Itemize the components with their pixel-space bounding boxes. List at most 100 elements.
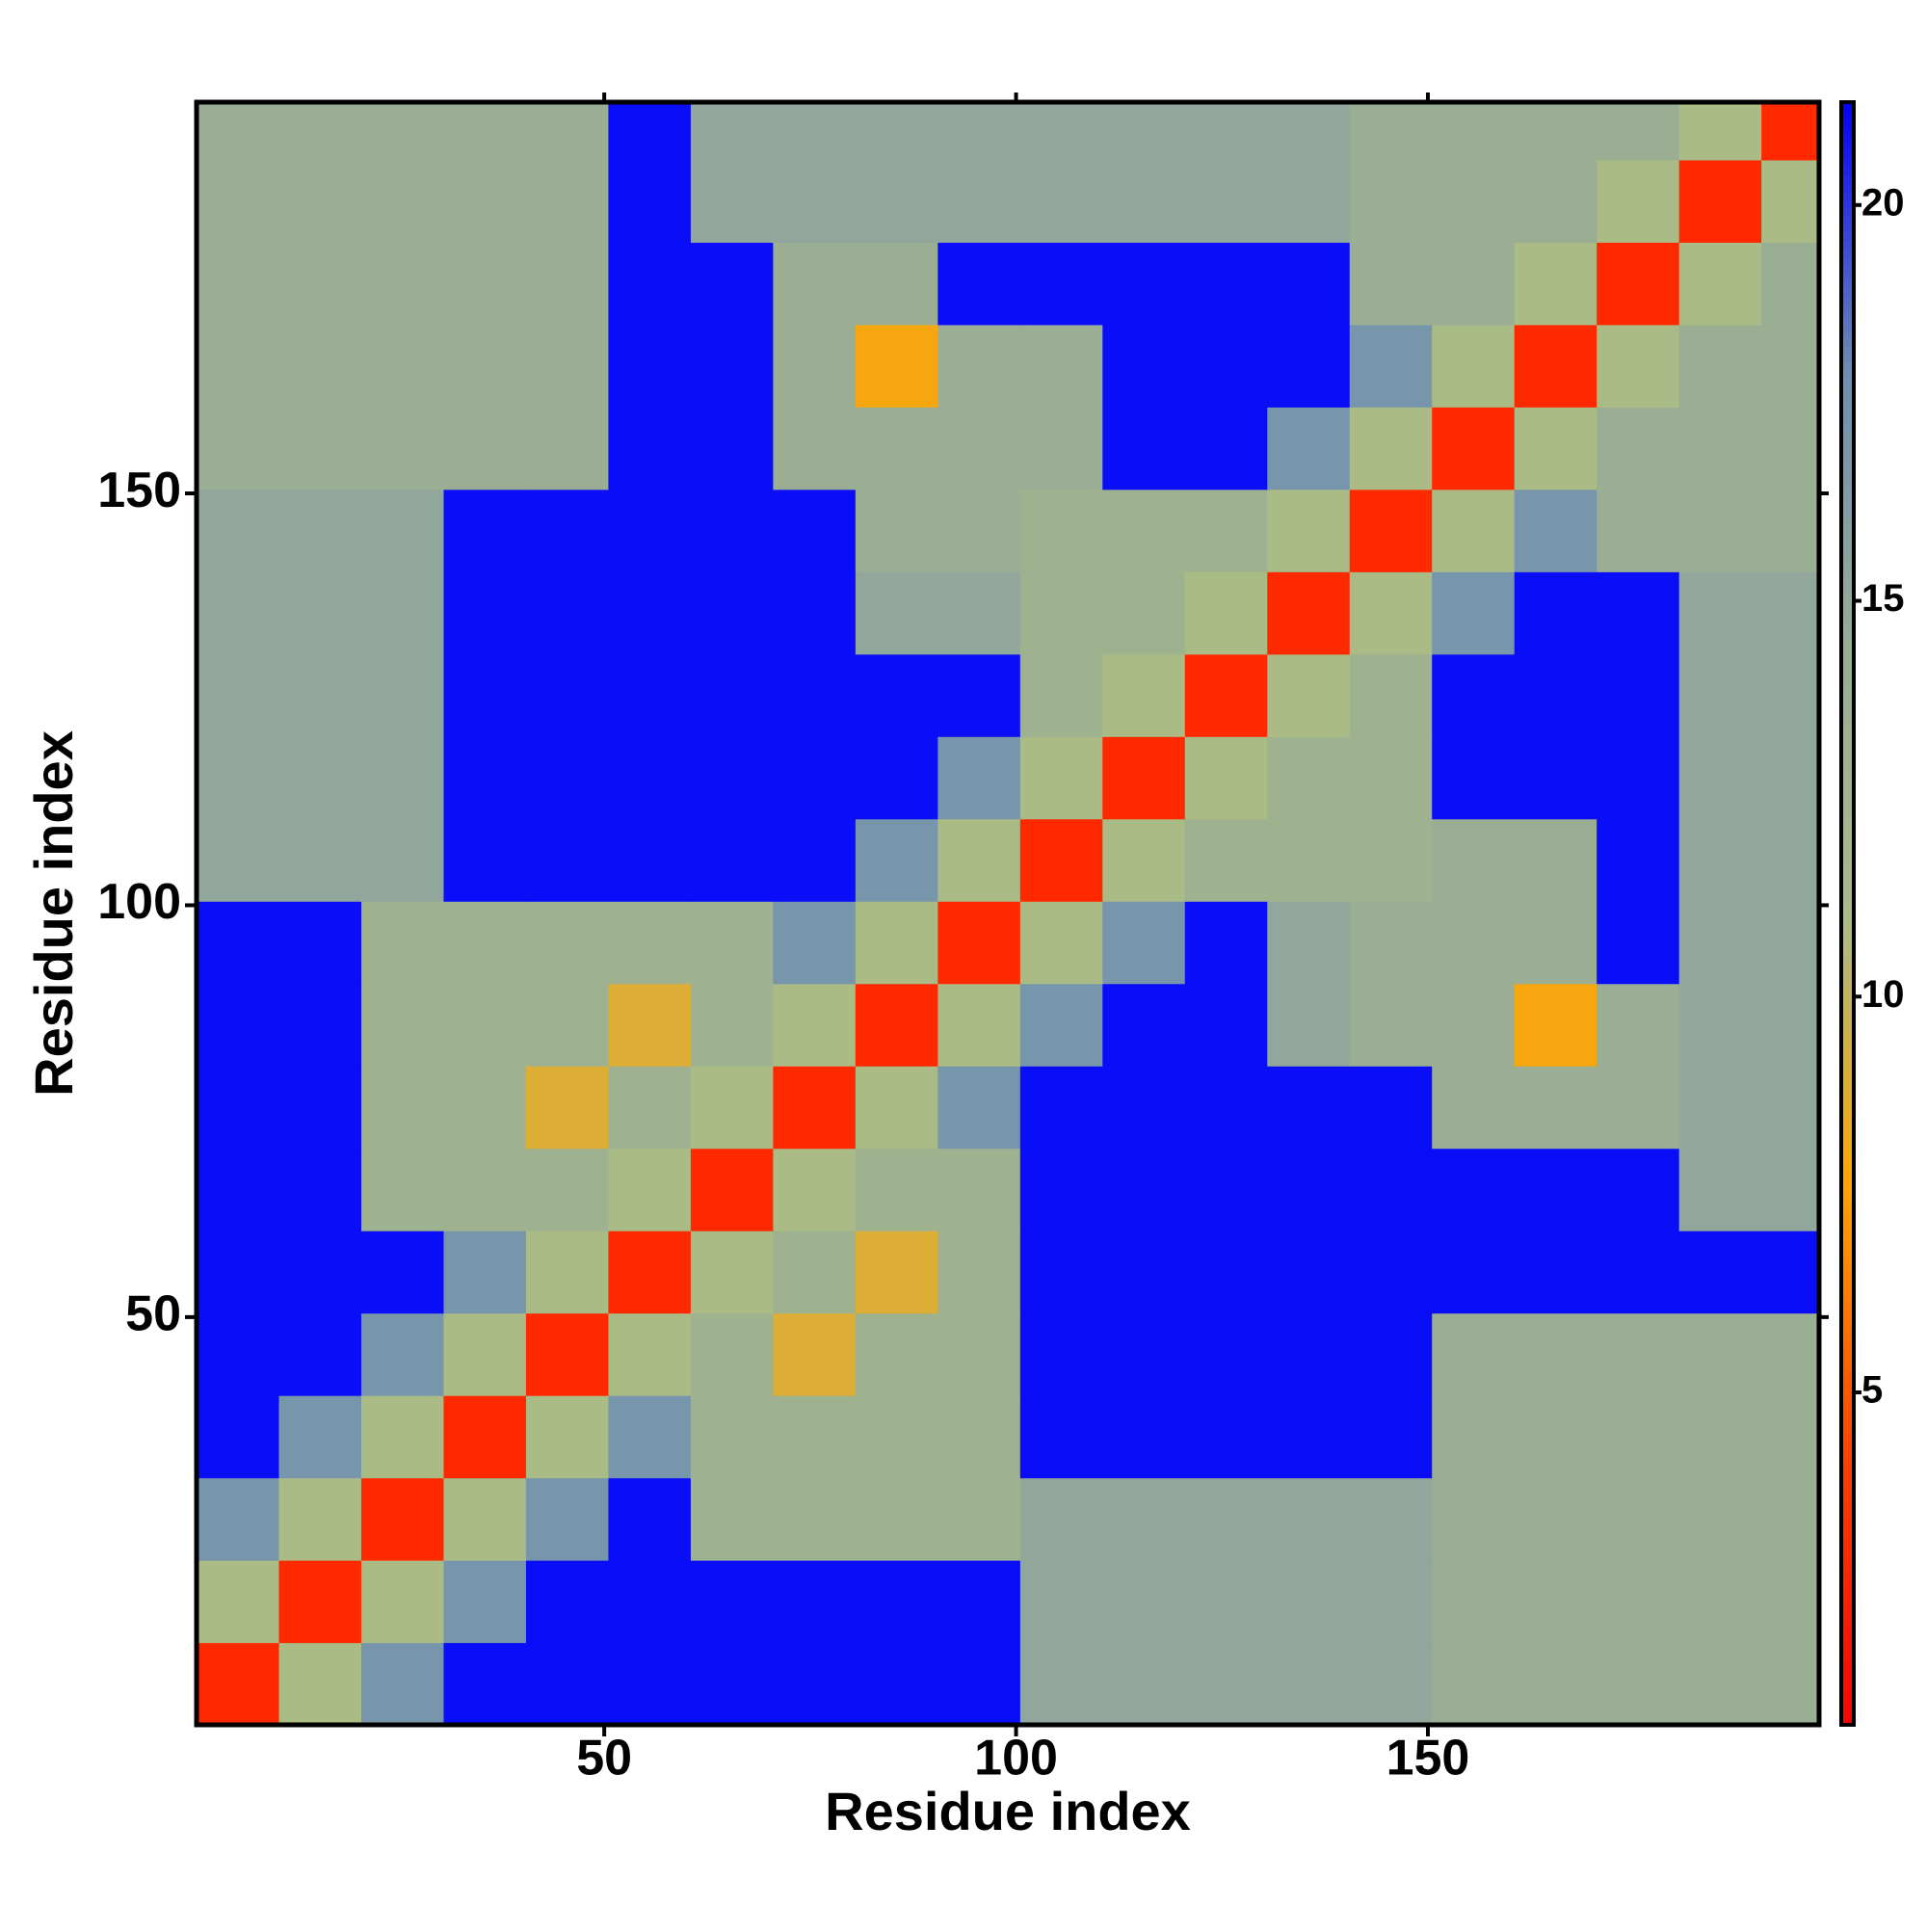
heatmap-cell bbox=[690, 1231, 774, 1314]
colorbar-segment bbox=[1841, 1676, 1854, 1685]
heatmap-cell bbox=[1184, 324, 1268, 408]
colorbar-segment bbox=[1841, 1303, 1854, 1312]
heatmap-cell bbox=[197, 653, 280, 737]
heatmap-cell bbox=[1514, 159, 1597, 243]
colorbar-segment bbox=[1841, 1522, 1854, 1531]
heatmap-cell bbox=[1678, 736, 1762, 820]
colorbar-segment bbox=[1841, 994, 1854, 1004]
heatmap-cell bbox=[525, 983, 610, 1067]
heatmap-cell bbox=[443, 1148, 527, 1231]
heatmap-cell bbox=[1432, 1066, 1516, 1150]
colorbar-segment bbox=[1841, 231, 1854, 241]
heatmap-cell bbox=[773, 983, 857, 1067]
heatmap-cell bbox=[525, 653, 610, 737]
heatmap-cell bbox=[773, 102, 857, 161]
heatmap-cell bbox=[608, 1560, 692, 1644]
heatmap-cell bbox=[1761, 1148, 1819, 1231]
heatmap-cell bbox=[1184, 1066, 1268, 1150]
colorbar-segment bbox=[1841, 1067, 1854, 1076]
heatmap-cell bbox=[1761, 901, 1819, 985]
heatmap-cell bbox=[1597, 983, 1680, 1067]
y-tick-label: 100 bbox=[97, 874, 181, 930]
heatmap-cell bbox=[937, 407, 1021, 490]
heatmap-cell bbox=[690, 1066, 774, 1150]
heatmap-cell bbox=[855, 1477, 938, 1561]
colorbar-segment bbox=[1841, 1391, 1854, 1401]
heatmap-cell bbox=[197, 324, 280, 408]
heatmap-cell bbox=[855, 1231, 938, 1314]
heatmap-cell bbox=[1432, 1148, 1516, 1231]
heatmap-cell bbox=[443, 571, 527, 655]
heatmap-cell bbox=[197, 159, 280, 243]
heatmap-cell bbox=[608, 489, 692, 572]
colorbar-segment bbox=[1841, 1619, 1854, 1628]
heatmap-cell bbox=[197, 1477, 280, 1561]
heatmap-cell bbox=[1349, 1231, 1433, 1314]
heatmap-cell bbox=[360, 242, 445, 326]
heatmap-cell bbox=[1514, 1066, 1597, 1150]
heatmap-cell bbox=[773, 1642, 857, 1725]
colorbar-segment bbox=[1841, 1546, 1854, 1555]
heatmap-cell bbox=[1514, 407, 1597, 490]
heatmap-cell bbox=[1678, 1560, 1762, 1644]
colorbar-segment bbox=[1841, 329, 1854, 338]
heatmap-cell bbox=[1678, 901, 1762, 985]
heatmap-cell bbox=[278, 489, 362, 572]
heatmap-cell bbox=[1349, 983, 1433, 1067]
colorbar-segment bbox=[1841, 1716, 1854, 1726]
heatmap-cells bbox=[197, 102, 1819, 1725]
colorbar-segment bbox=[1841, 1571, 1854, 1579]
colorbar-segment bbox=[1841, 1375, 1854, 1385]
heatmap-cell bbox=[360, 324, 445, 408]
heatmap-cell bbox=[1597, 324, 1680, 408]
colorbar-segment bbox=[1841, 1360, 1854, 1369]
heatmap-cell bbox=[525, 1560, 610, 1644]
colorbar-segment bbox=[1841, 1116, 1854, 1125]
colorbar-segment bbox=[1841, 1237, 1854, 1247]
heatmap-cell bbox=[690, 818, 774, 902]
colorbar-segment bbox=[1841, 1489, 1854, 1498]
heatmap-cell bbox=[278, 571, 362, 655]
heatmap-cell bbox=[1102, 983, 1186, 1067]
colorbar-segment bbox=[1841, 734, 1854, 744]
colorbar-segment bbox=[1841, 969, 1854, 979]
heatmap-cell bbox=[1349, 1066, 1433, 1150]
heatmap-cell bbox=[937, 1560, 1021, 1644]
heatmap-cell bbox=[1761, 1477, 1819, 1561]
colorbar-segment bbox=[1841, 1205, 1854, 1215]
heatmap-cell bbox=[1432, 1231, 1516, 1314]
heatmap-cell bbox=[1678, 571, 1762, 655]
heatmap-cell bbox=[1514, 1560, 1597, 1644]
y-axis-title: Residue index bbox=[23, 730, 84, 1097]
colorbar-segment bbox=[1841, 751, 1854, 760]
colorbar-segment bbox=[1841, 1002, 1854, 1012]
heatmap-cell bbox=[937, 983, 1021, 1067]
heatmap-cell bbox=[1267, 983, 1351, 1067]
heatmap-cell bbox=[1019, 102, 1103, 161]
heatmap-cell bbox=[1514, 571, 1597, 655]
heatmap-cell bbox=[1432, 653, 1516, 737]
colorbar-segment bbox=[1841, 1700, 1854, 1709]
heatmap-cell bbox=[1267, 1066, 1351, 1150]
heatmap-cell bbox=[360, 102, 445, 161]
colorbar-segment bbox=[1841, 532, 1854, 542]
heatmap-cell bbox=[937, 1642, 1021, 1725]
colorbar-segment bbox=[1841, 929, 1854, 939]
heatmap-cell bbox=[525, 901, 610, 985]
heatmap-cell bbox=[1267, 1395, 1351, 1479]
colorbar-segment bbox=[1841, 938, 1854, 947]
heatmap-cell bbox=[773, 159, 857, 243]
heatmap-cell bbox=[360, 1066, 445, 1150]
colorbar-segment bbox=[1841, 1367, 1854, 1377]
colorbar-segment bbox=[1841, 921, 1854, 931]
heatmap-cell bbox=[1184, 818, 1268, 902]
colorbar-segment bbox=[1841, 361, 1854, 371]
heatmap-cell bbox=[855, 1642, 938, 1725]
colorbar-segment bbox=[1841, 435, 1854, 444]
heatmap-cell bbox=[690, 1642, 774, 1725]
heatmap-cell bbox=[1432, 1477, 1516, 1561]
heatmap-cell bbox=[937, 489, 1021, 572]
colorbar-segment bbox=[1841, 1327, 1854, 1337]
heatmap-cell bbox=[855, 818, 938, 902]
colorbar-segment bbox=[1841, 945, 1854, 955]
